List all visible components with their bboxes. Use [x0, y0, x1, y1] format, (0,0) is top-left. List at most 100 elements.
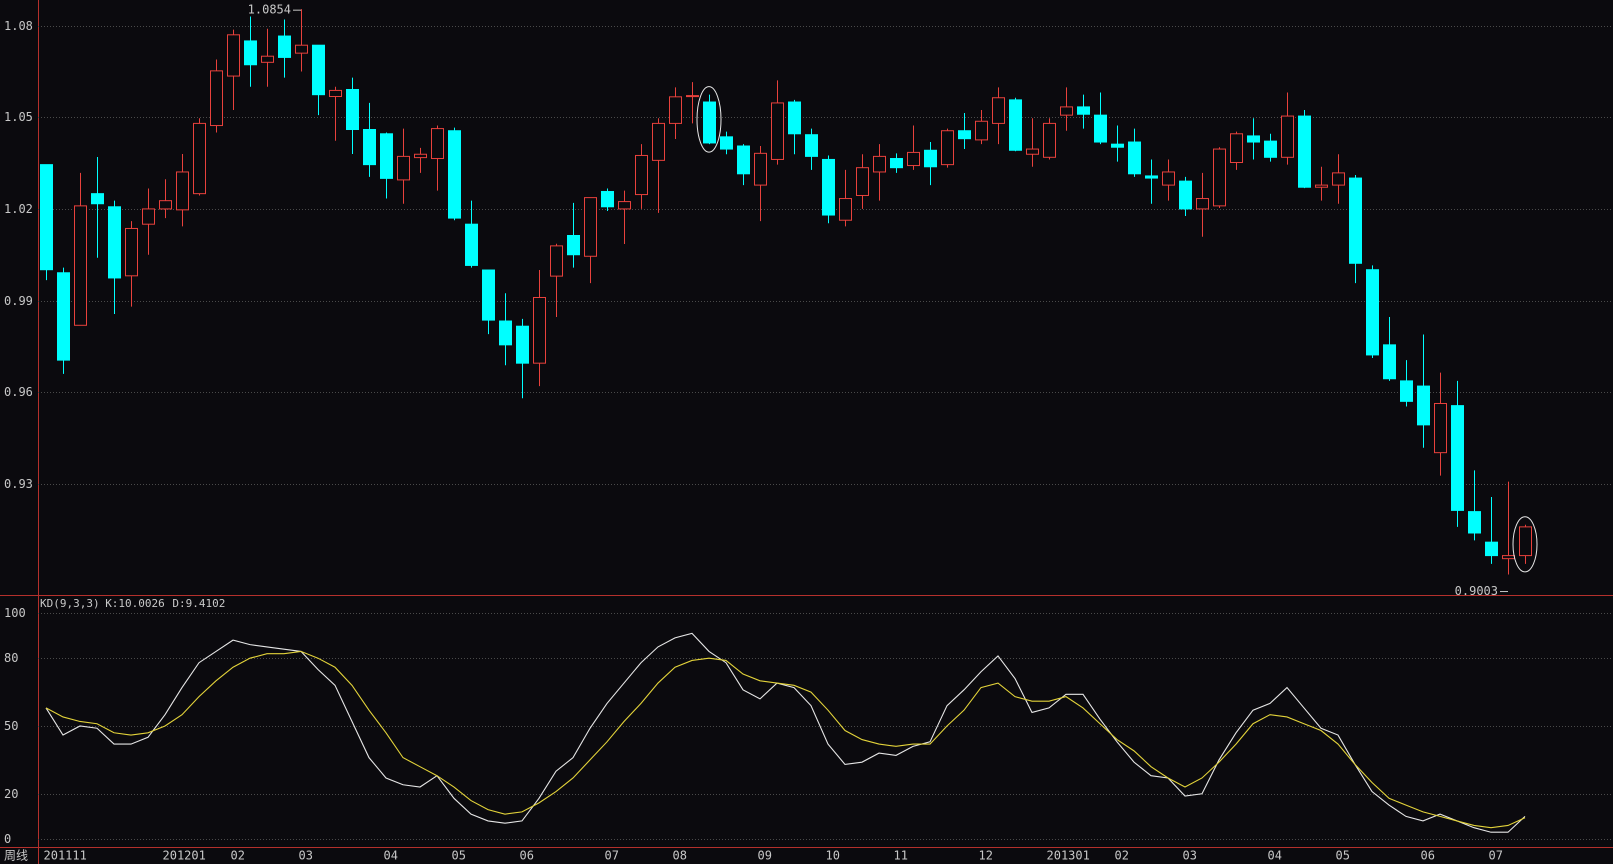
legend-entry: K:10.0026: [105, 597, 165, 610]
candle-body: [1468, 511, 1481, 534]
candle-body: [499, 320, 512, 346]
candle-body: [1094, 114, 1107, 143]
y-tick-label: 0: [4, 832, 11, 846]
candle-body: [1315, 184, 1328, 188]
x-tick-label: 07: [605, 849, 619, 863]
candle-body: [1213, 148, 1226, 207]
x-tick-label: 02: [1115, 849, 1129, 863]
y-tick-label: 1.02: [4, 202, 33, 216]
y-tick-label: 0.93: [4, 477, 33, 491]
candle-body: [1451, 405, 1464, 511]
candle-body: [1298, 115, 1311, 188]
candle-body: [601, 191, 614, 208]
candle-body: [142, 208, 155, 225]
candle-body: [1281, 115, 1294, 158]
candle-body: [550, 245, 563, 277]
y-tick-label: 20: [4, 787, 18, 801]
candle-body: [1111, 143, 1124, 148]
y-tick-label: 50: [4, 719, 18, 733]
candle-body: [329, 89, 342, 98]
x-tick-label: 05: [1336, 849, 1350, 863]
candle-body: [278, 35, 291, 58]
candle-body: [1179, 180, 1192, 210]
indicator-title: KD(9,3,3): [40, 597, 100, 610]
candle-body: [686, 95, 699, 98]
candle-body: [975, 120, 988, 141]
candle-body: [346, 88, 359, 131]
candle-body: [1196, 198, 1209, 210]
x-tick-label: 03: [299, 849, 313, 863]
candle-body: [1417, 385, 1430, 426]
candle-body: [1383, 344, 1396, 380]
candle-body: [1077, 106, 1090, 115]
x-tick-label: 02: [231, 849, 245, 863]
candle-body: [1400, 380, 1413, 402]
candle-body: [159, 200, 172, 210]
candle-body: [227, 34, 240, 77]
candle-body: [363, 129, 376, 166]
candle-body: [1502, 555, 1515, 560]
candle-body: [1519, 526, 1532, 557]
candle-body: [1060, 106, 1073, 116]
candle-body: [958, 130, 971, 140]
x-tick-label: 05: [452, 849, 466, 863]
candle-body: [465, 223, 478, 266]
candle-body: [737, 145, 750, 175]
candle-body: [856, 167, 869, 196]
x-tick-label: 04: [384, 849, 398, 863]
candle-body: [754, 152, 767, 186]
candle-body: [176, 171, 189, 211]
candle-body: [414, 153, 427, 159]
candle-body: [907, 151, 920, 167]
x-tick-label: 10: [826, 849, 840, 863]
candle-body: [125, 227, 138, 277]
x-tick-label: 09: [758, 849, 772, 863]
candle-body: [822, 158, 835, 216]
x-tick-label: 08: [673, 849, 687, 863]
candle-body: [1434, 402, 1447, 454]
candle-body: [890, 158, 903, 169]
y-tick-label: 0.99: [4, 294, 33, 308]
candle-body: [652, 122, 665, 161]
candle-body: [261, 55, 274, 63]
x-tick-label: 06: [520, 849, 534, 863]
highlight-ellipse: [1512, 516, 1538, 573]
candle-body: [57, 272, 70, 361]
candle-body: [1145, 175, 1158, 179]
candle-body: [1026, 148, 1039, 155]
y-tick-label: 1.08: [4, 19, 33, 33]
x-tick-label: 06: [1421, 849, 1435, 863]
candle-body: [669, 96, 682, 124]
candle-body: [448, 130, 461, 219]
x-tick-label: 04: [1268, 849, 1282, 863]
candle-body: [805, 134, 818, 157]
candle-body: [533, 297, 546, 364]
x-tick-label: 12: [979, 849, 993, 863]
candle-body: [1349, 177, 1362, 264]
candle-body: [380, 133, 393, 179]
candle-body: [567, 234, 580, 256]
candle-body: [74, 205, 87, 326]
candle-body: [584, 197, 597, 257]
candle-body: [397, 155, 410, 181]
candle-body: [91, 193, 104, 205]
max-annotation: 1.0854: [248, 3, 291, 17]
candle-body: [1332, 172, 1345, 186]
candle-body: [618, 201, 631, 210]
candle-body: [482, 269, 495, 321]
candle-body: [1485, 541, 1498, 557]
candle-body: [1247, 135, 1260, 143]
candle-body: [1009, 99, 1022, 151]
y-tick-label: 100: [4, 606, 26, 620]
y-tick-label: 0.96: [4, 385, 33, 399]
candle-body: [312, 44, 325, 96]
y-tick-label: 1.05: [4, 110, 33, 124]
candle-body: [992, 97, 1005, 124]
candle-body: [1230, 133, 1243, 163]
candle-body: [1043, 122, 1056, 158]
candle-body: [771, 102, 784, 160]
candle-body: [941, 130, 954, 166]
x-tick-label: 07: [1489, 849, 1503, 863]
